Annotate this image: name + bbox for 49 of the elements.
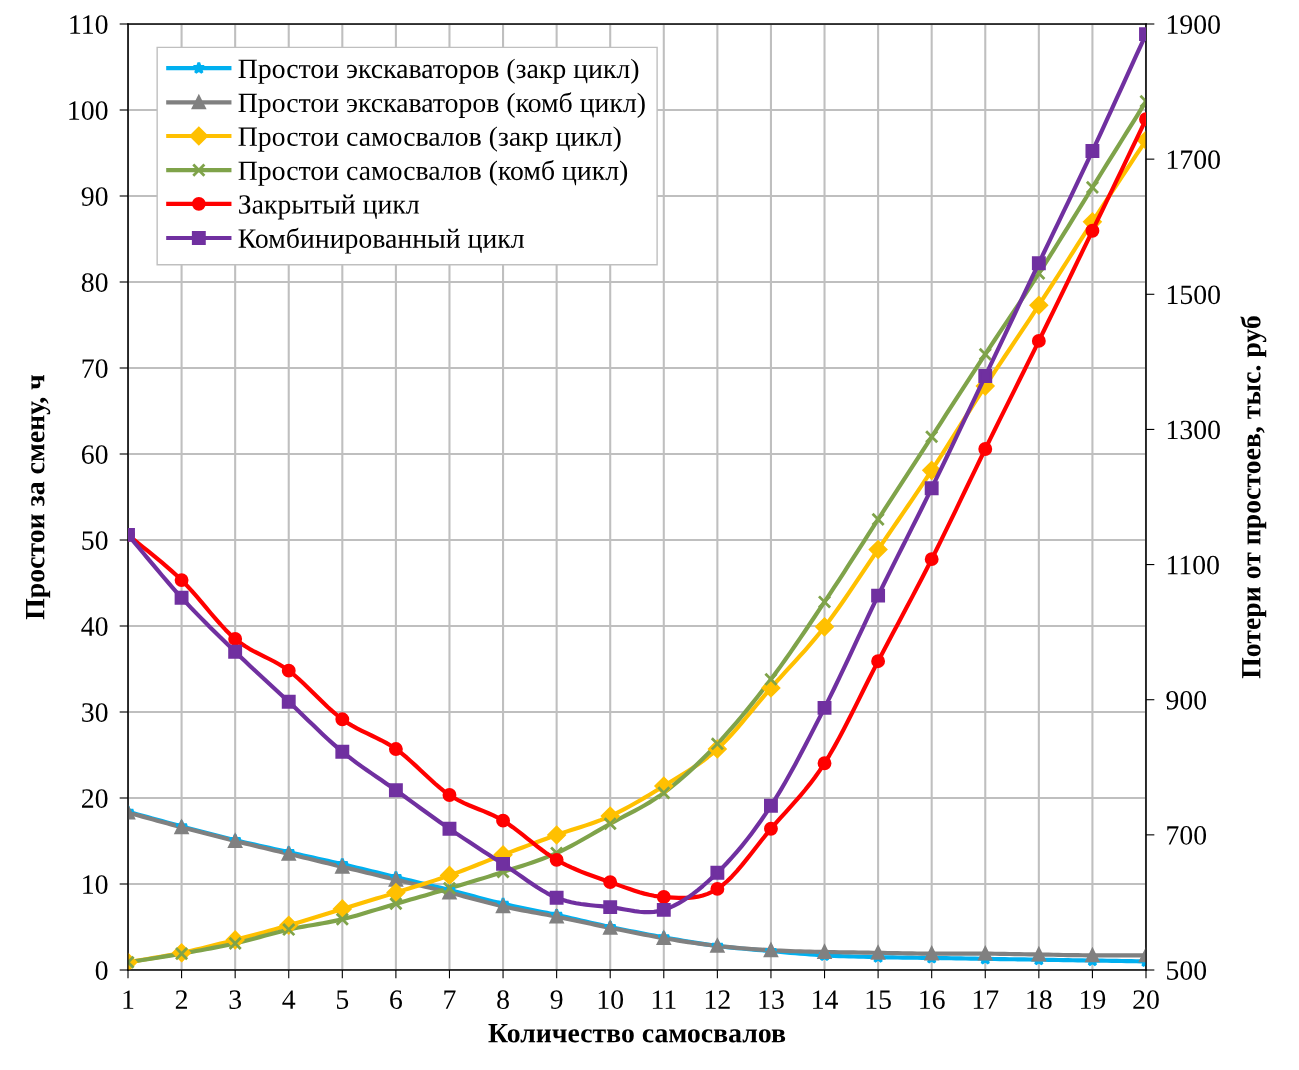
y-tick-label: 100 xyxy=(69,101,108,120)
y-tick-label: 20 xyxy=(82,789,108,808)
y-tick-label: 110 xyxy=(70,15,108,34)
x-tick-label: 9 xyxy=(550,990,563,1009)
y2-tick-label: 900 xyxy=(1166,690,1207,710)
y-tick-label: 90 xyxy=(81,187,108,206)
y-tick-label: 70 xyxy=(82,359,108,378)
x-tick-label: 20 xyxy=(1133,990,1159,1009)
y-tick-label: 80 xyxy=(81,273,108,292)
x-axis-title: Количество самосвалов xyxy=(488,1024,786,1043)
y-tick-label: 50 xyxy=(82,531,108,550)
legend-label: Простои экскаваторов (закр цикл) xyxy=(238,58,639,84)
y2-tick-label: 500 xyxy=(1167,961,1207,980)
legend-label: Простои самосвалов (закр цикл) xyxy=(238,126,621,152)
x-tick-label: 2 xyxy=(175,990,187,1009)
x-tick-label: 14 xyxy=(813,990,838,1009)
x-tick-label: 15 xyxy=(866,990,891,1009)
x-tick-label: 13 xyxy=(759,990,784,1009)
y2-tick-label: 1300 xyxy=(1167,420,1220,440)
y2-tick-label: 1500 xyxy=(1167,285,1220,305)
y2-tick-label: 1100 xyxy=(1167,555,1219,575)
y2-tick-label: 1700 xyxy=(1167,150,1220,170)
x-tick-label: 10 xyxy=(598,990,624,1009)
y-tick-label: 30 xyxy=(82,703,108,722)
legend-label: Комбинированный цикл xyxy=(238,227,525,254)
x-tick-label: 17 xyxy=(973,990,999,1009)
y-axis-title: Простои за смену, ч xyxy=(26,374,51,620)
y-tick-label: 40 xyxy=(81,617,108,636)
x-tick-label: 5 xyxy=(336,990,349,1009)
y2-tick-label: 700 xyxy=(1167,826,1207,845)
y2-axis-title: Потери от простоев, тыс. руб xyxy=(1240,316,1267,679)
x-tick-label: 6 xyxy=(390,990,403,1009)
x-tick-label: 11 xyxy=(652,990,676,1009)
x-tick-label: 18 xyxy=(1027,990,1052,1009)
x-tick-label: 1 xyxy=(123,990,134,1009)
x-tick-label: 8 xyxy=(497,990,509,1009)
y-tick-label: 0 xyxy=(95,961,108,980)
legend-label: Закрытый цикл xyxy=(239,194,420,220)
x-tick-label: 3 xyxy=(229,990,242,1009)
y-tick-label: 10 xyxy=(83,875,108,894)
y2-tick-label: 1900 xyxy=(1167,15,1220,34)
legend-label: Простои самосвалов (комб цикл) xyxy=(238,159,628,186)
x-tick-label: 16 xyxy=(920,990,945,1009)
x-tick-label: 7 xyxy=(444,990,456,1009)
x-tick-label: 19 xyxy=(1080,990,1106,1009)
x-tick-label: 12 xyxy=(705,990,730,1009)
legend-label: Простои экскаваторов (комб цикл) xyxy=(238,92,645,118)
y-tick-label: 60 xyxy=(81,445,108,464)
x-tick-label: 4 xyxy=(282,990,296,1009)
